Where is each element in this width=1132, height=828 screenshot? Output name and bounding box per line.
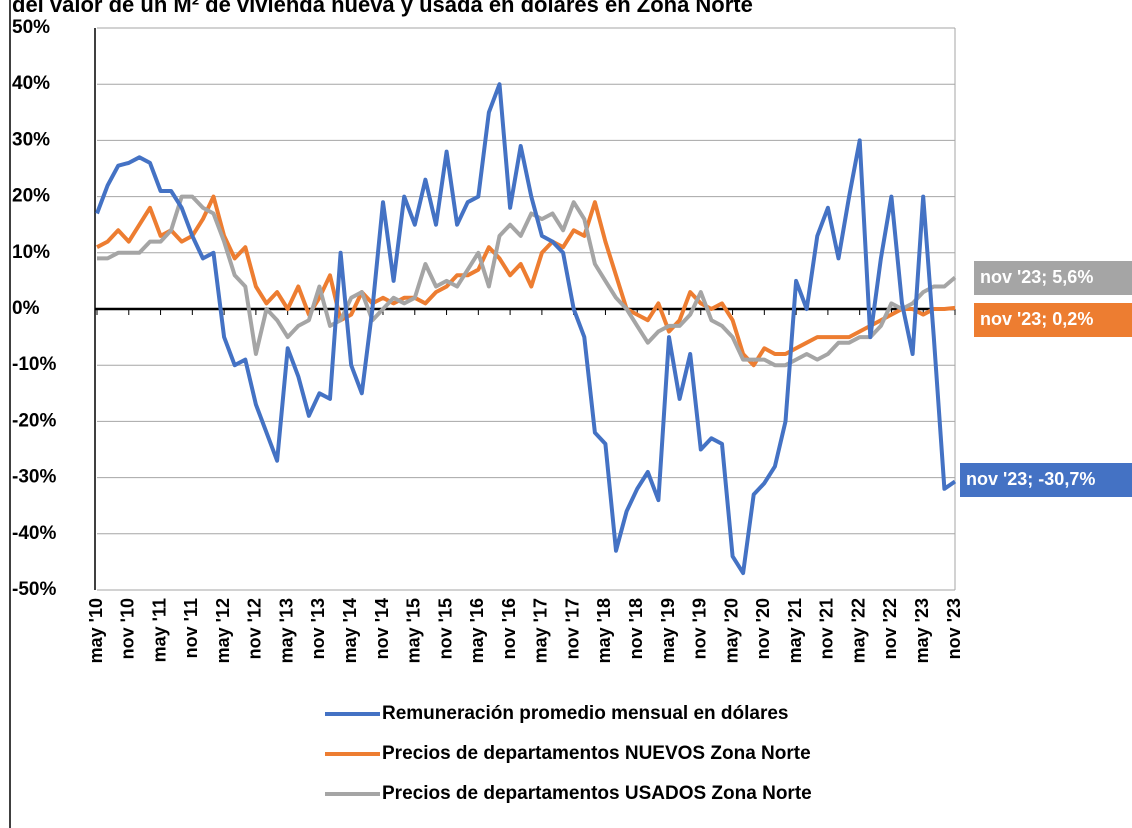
end-label: nov '23; -30,7% xyxy=(966,469,1095,489)
x-tick-label: may '13 xyxy=(276,598,296,663)
y-tick-label: -50% xyxy=(12,579,56,600)
end-label-box xyxy=(974,303,1132,337)
x-tick-label: may '15 xyxy=(404,598,424,663)
x-tick-label: nov '10 xyxy=(118,598,138,659)
x-tick-label: nov '20 xyxy=(753,598,773,659)
end-label-box xyxy=(960,463,1132,497)
x-tick-label: nov '11 xyxy=(181,598,201,658)
x-tick-label: may '12 xyxy=(213,598,233,663)
chart-title: del valor de un M² de vivienda nueva y u… xyxy=(12,0,753,17)
x-tick-label: may '23 xyxy=(912,598,932,663)
x-tick-label: may '17 xyxy=(531,598,551,663)
y-tick-label: 50% xyxy=(12,17,50,38)
series-line xyxy=(97,194,957,368)
x-tick-label: may '11 xyxy=(149,598,169,662)
y-tick-label: 40% xyxy=(12,73,50,94)
x-tick-label: nov '19 xyxy=(690,598,710,659)
end-label-box xyxy=(974,261,1132,295)
x-tick-label: nov '21 xyxy=(817,598,837,659)
x-tick-label: may '19 xyxy=(658,598,678,663)
x-tick-label: may '14 xyxy=(340,598,360,663)
y-tick-label: -40% xyxy=(12,523,56,544)
end-label: nov '23; 5,6% xyxy=(980,267,1093,287)
x-tick-label: may '18 xyxy=(594,598,614,663)
y-tick-label: 0% xyxy=(12,298,40,319)
x-tick-label: nov '13 xyxy=(308,598,328,659)
legend-label: Remuneración promedio mensual en dólares xyxy=(382,703,789,724)
y-tick-label: -10% xyxy=(12,354,56,375)
series-line xyxy=(96,194,956,368)
y-tick-label: -20% xyxy=(12,410,56,431)
x-tick-label: nov '23 xyxy=(944,598,964,659)
x-tick-label: nov '12 xyxy=(245,598,265,659)
y-tick-label: -30% xyxy=(12,467,56,488)
x-tick-label: nov '16 xyxy=(499,598,519,659)
x-tick-label: may '22 xyxy=(848,598,868,663)
x-tick-label: may '16 xyxy=(467,598,487,663)
end-label: nov '23; 0,2% xyxy=(980,309,1093,329)
y-tick-label: 20% xyxy=(12,186,50,207)
x-tick-label: nov '15 xyxy=(435,598,455,659)
x-tick-label: nov '18 xyxy=(626,598,646,659)
x-tick-label: nov '22 xyxy=(880,598,900,659)
legend-label: Precios de departamentos USADOS Zona Nor… xyxy=(382,783,812,804)
x-tick-label: may '10 xyxy=(86,598,106,663)
y-tick-label: 10% xyxy=(12,242,50,263)
x-tick-label: nov '14 xyxy=(372,598,392,659)
series-line xyxy=(95,82,957,576)
x-tick-label: may '21 xyxy=(785,598,805,663)
x-tick-label: nov '17 xyxy=(562,598,582,659)
y-tick-label: 30% xyxy=(12,129,50,150)
legend-label: Precios de departamentos NUEVOS Zona Nor… xyxy=(382,743,811,764)
x-tick-label: may '20 xyxy=(721,598,741,663)
